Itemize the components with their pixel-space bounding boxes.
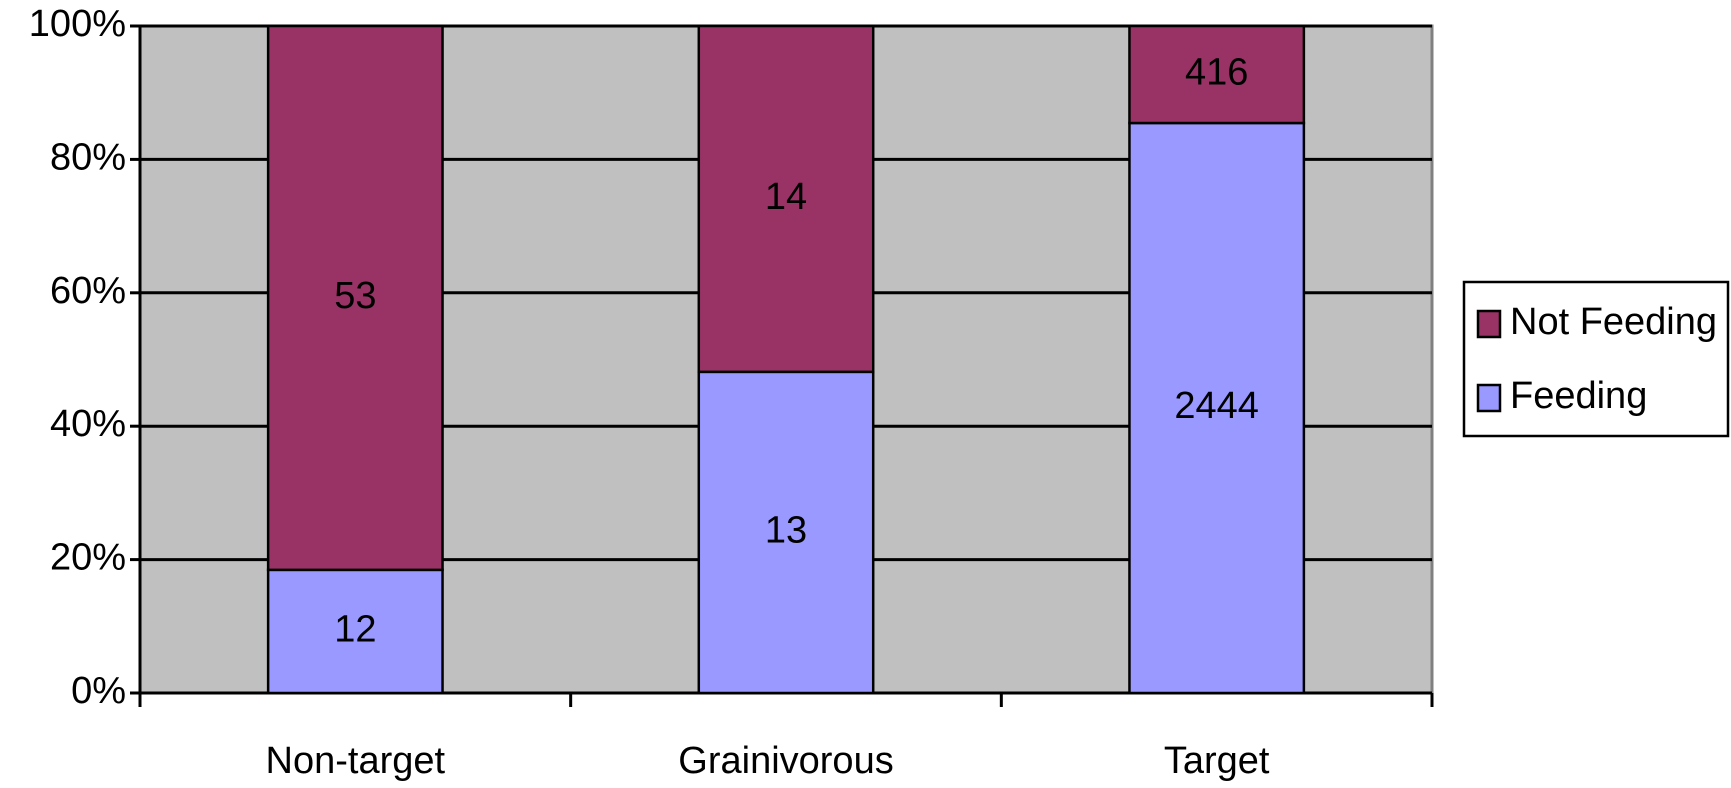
data-label: 13 (765, 509, 807, 551)
data-label: 14 (765, 176, 807, 218)
x-tick-label: Non-target (266, 740, 446, 782)
legend-swatch (1476, 309, 1502, 339)
y-tick-label: 0% (71, 670, 126, 712)
bar-segment (1128, 24, 1306, 125)
legend-label: Not Feeding (1510, 301, 1717, 343)
y-tick-label: 80% (50, 136, 126, 178)
y-tick-label: 100% (29, 3, 126, 45)
legend-swatch (1476, 383, 1502, 413)
bar-segment (266, 24, 444, 572)
legend-box (1462, 280, 1730, 438)
data-label: 2444 (1174, 385, 1259, 427)
y-tick-label: 20% (50, 537, 126, 579)
data-label: 416 (1185, 52, 1248, 94)
y-tick-label: 60% (50, 270, 126, 312)
y-tick-label: 40% (50, 403, 126, 445)
bar-segment (697, 370, 875, 695)
bar-segment (1128, 121, 1306, 695)
data-label: 53 (334, 275, 376, 317)
data-label: 12 (334, 608, 376, 650)
x-tick-label: Target (1164, 740, 1270, 782)
x-tick-label: Grainivorous (678, 740, 893, 782)
legend-label: Feeding (1510, 375, 1647, 417)
bar-segment (697, 24, 875, 374)
